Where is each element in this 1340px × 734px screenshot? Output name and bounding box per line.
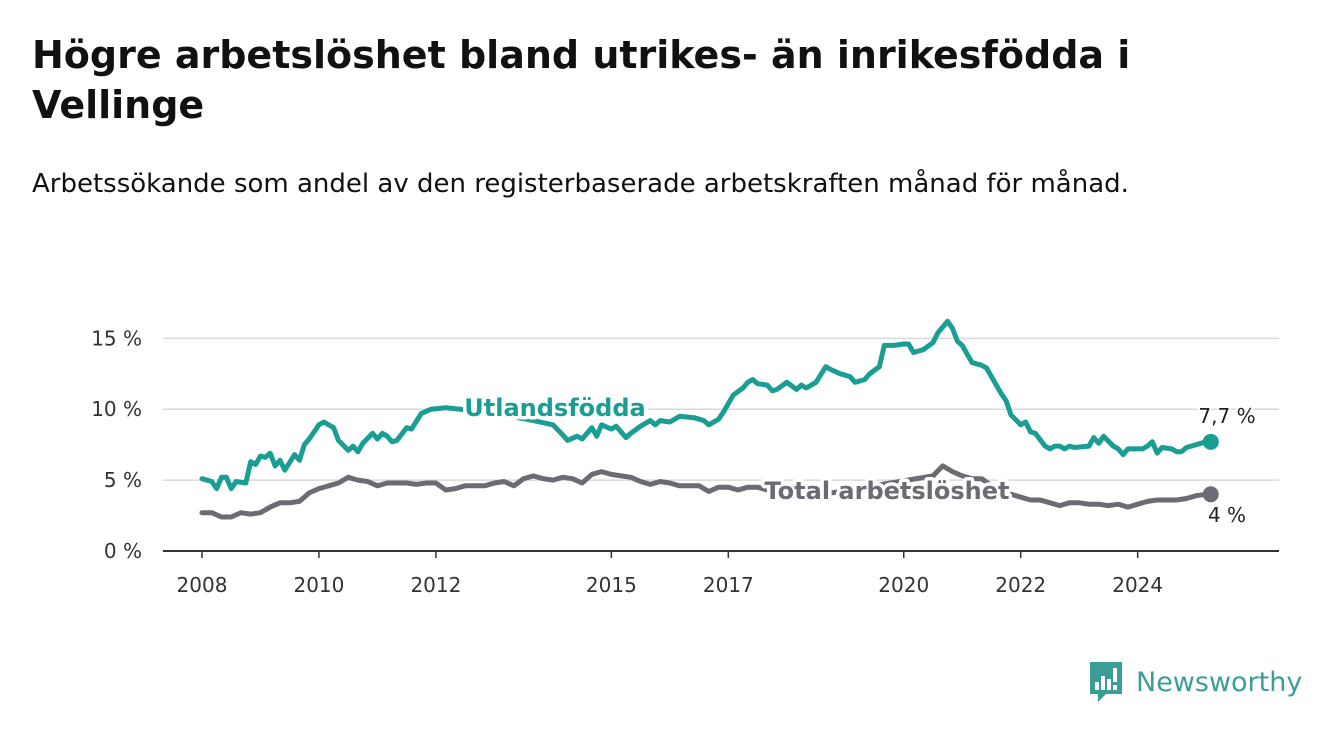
chart-subtitle: Arbetssökande som andel av den registerb…: [32, 169, 1129, 199]
y-tick-label: 0 %: [104, 539, 142, 563]
brand-logo: Newsworthy: [1088, 660, 1302, 704]
series-line-utlandsfodda: [199, 318, 1214, 492]
series-labels: Utlandsfödda Total arbetslöshet 7,7 % 4 …: [461, 391, 1258, 530]
y-axis: 0 % 5 % 10 % 15 %: [91, 326, 142, 563]
grid-lines: [163, 337, 1279, 481]
x-tick-label: 2015: [586, 573, 637, 597]
chart-title: Högre arbetslöshet bland utrikes- än inr…: [32, 33, 1131, 127]
y-tick-label: 15 %: [91, 326, 142, 350]
series-line-total: [199, 463, 1214, 520]
series: [199, 318, 1219, 520]
end-point-total: [1202, 486, 1219, 503]
x-tick-label: 2024: [1112, 573, 1163, 597]
end-value-total: 4 %: [1208, 503, 1246, 527]
end-point-utlandsfodda: [1202, 433, 1219, 450]
end-value-utlandsfodda: 7,7 %: [1198, 404, 1255, 428]
x-axis: 2008 2010 2012 2015 2017 2020 2022 2024: [177, 551, 1163, 597]
series-label-total: Total arbetslöshet: [764, 477, 1009, 505]
x-tick-label: 2020: [878, 573, 929, 597]
x-tick-label: 2012: [410, 573, 461, 597]
bar-chart-speech-icon: [1090, 662, 1122, 702]
series-label-utlandsfodda: Utlandsfödda: [464, 394, 645, 422]
x-tick-label: 2017: [703, 573, 754, 597]
y-tick-label: 5 %: [104, 468, 142, 492]
y-tick-label: 10 %: [91, 397, 142, 421]
brand-name: Newsworthy: [1136, 666, 1303, 698]
x-tick-label: 2008: [177, 573, 228, 597]
x-tick-label: 2010: [293, 573, 344, 597]
x-tick-label: 2022: [995, 573, 1046, 597]
